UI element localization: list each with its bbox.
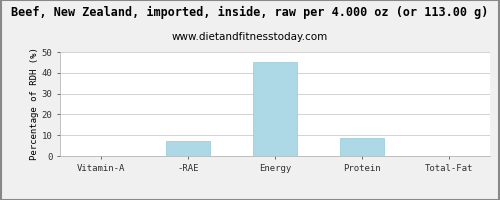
Y-axis label: Percentage of RDH (%): Percentage of RDH (%) [30, 48, 39, 160]
Bar [340, 138, 384, 156]
Text: Beef, New Zealand, imported, inside, raw per 4.000 oz (or 113.00 g): Beef, New Zealand, imported, inside, raw… [12, 6, 488, 19]
Bar [254, 62, 296, 156]
Text: www.dietandfitnesstoday.com: www.dietandfitnesstoday.com [172, 32, 328, 42]
Bar [166, 141, 210, 156]
